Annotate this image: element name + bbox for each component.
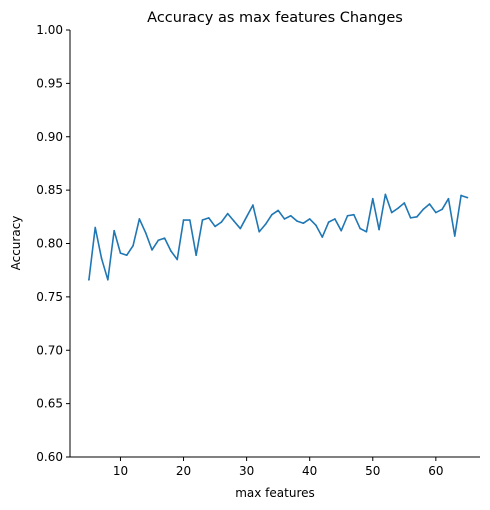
y-tick-label: 0.60 xyxy=(36,450,63,464)
data-point xyxy=(195,254,197,257)
data-point xyxy=(346,214,349,217)
data-point xyxy=(245,216,248,218)
data-point xyxy=(308,218,311,220)
data-point xyxy=(138,218,141,220)
chart-title: Accuracy as max features Changes xyxy=(147,10,403,26)
x-tick-label: 30 xyxy=(239,464,254,478)
data-point xyxy=(371,197,374,200)
data-point xyxy=(157,239,160,242)
data-point xyxy=(239,227,242,230)
data-point xyxy=(384,193,387,196)
data-point xyxy=(132,244,134,247)
y-axis-ticks: 0.60 0.65 0.70 0.75 0.80 0.85 0.90 0.95 1.00 xyxy=(36,23,70,464)
data-point xyxy=(107,278,109,281)
data-point xyxy=(182,219,185,221)
y-tick-label: 1.00 xyxy=(36,23,63,37)
data-point xyxy=(428,203,431,205)
data-point xyxy=(289,214,292,217)
data-point xyxy=(125,254,128,257)
data-point xyxy=(170,250,172,252)
x-tick-label: 50 xyxy=(365,464,380,478)
data-point xyxy=(327,221,330,223)
data-point xyxy=(441,208,443,211)
data-point xyxy=(88,278,90,281)
y-tick-label: 0.95 xyxy=(36,76,63,90)
data-point xyxy=(176,258,179,261)
data-point xyxy=(416,216,418,218)
data-point xyxy=(378,228,380,231)
data-point xyxy=(353,213,355,216)
data-point xyxy=(296,220,298,222)
data-point xyxy=(201,219,204,221)
y-tick-label: 0.80 xyxy=(36,237,63,251)
y-tick-label: 0.90 xyxy=(36,130,63,144)
data-point xyxy=(315,224,317,227)
data-point xyxy=(365,230,368,233)
data-point xyxy=(435,211,437,214)
data-point xyxy=(271,213,273,216)
data-point xyxy=(94,226,97,229)
x-tick-label: 40 xyxy=(302,464,317,478)
y-tick-label: 0.85 xyxy=(36,183,63,197)
data-point xyxy=(409,217,412,219)
data-point xyxy=(233,220,235,222)
y-tick-label: 0.75 xyxy=(36,290,63,304)
data-point xyxy=(258,230,261,233)
data-point xyxy=(214,225,216,228)
data-point xyxy=(113,229,115,232)
data-point xyxy=(207,217,210,219)
data-point xyxy=(283,218,286,220)
data-point xyxy=(453,235,456,237)
series-line-accuracy xyxy=(88,193,469,281)
data-point xyxy=(151,249,153,251)
data-point xyxy=(189,219,191,221)
x-tick-label: 20 xyxy=(176,464,191,478)
data-point xyxy=(460,194,462,197)
data-point xyxy=(144,232,147,234)
data-point xyxy=(340,229,343,232)
data-point xyxy=(403,202,406,204)
data-point xyxy=(397,207,399,210)
data-point xyxy=(302,222,305,225)
data-point xyxy=(447,197,450,200)
y-axis-label: Accuracy xyxy=(9,216,23,271)
data-point xyxy=(334,218,336,220)
data-point xyxy=(119,252,122,254)
x-tick-label: 60 xyxy=(428,464,443,478)
data-points xyxy=(88,193,469,281)
data-point xyxy=(359,227,361,230)
x-axis-ticks: 10 20 30 40 50 60 xyxy=(113,457,443,478)
data-point xyxy=(422,208,425,211)
x-tick-label: 10 xyxy=(113,464,128,478)
y-tick-label: 0.65 xyxy=(36,397,63,411)
data-point xyxy=(220,221,223,223)
data-point xyxy=(100,257,103,260)
data-point xyxy=(390,211,393,214)
data-point xyxy=(321,236,324,238)
y-tick-label: 0.70 xyxy=(36,343,63,357)
data-point xyxy=(277,209,279,212)
data-point xyxy=(466,196,469,199)
data-point xyxy=(163,237,166,239)
x-axis-label: max features xyxy=(235,486,315,500)
data-point xyxy=(264,223,267,226)
data-point xyxy=(252,204,254,206)
data-point xyxy=(226,212,229,215)
